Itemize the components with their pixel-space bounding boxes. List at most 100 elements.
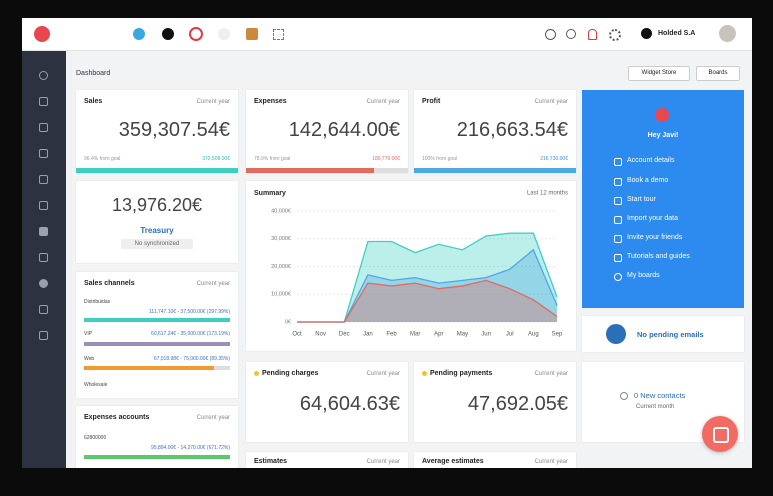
settings-icon[interactable]: [609, 29, 621, 41]
x-tick-label: Sep: [552, 332, 563, 338]
sidebar: [22, 51, 66, 468]
x-tick-label: Aug: [528, 332, 539, 338]
goal-bar: [76, 168, 238, 173]
widget-store-button[interactable]: Widget Store: [628, 66, 690, 81]
card-period: Current year: [196, 99, 230, 105]
card-title: Average estimates: [422, 458, 484, 465]
welcome-panel: Hey Javi! Account details Book a demo St…: [582, 90, 744, 308]
card-period: Current year: [534, 99, 568, 105]
emails-label[interactable]: No pending emails: [637, 330, 704, 339]
expenses-accounts-card: Expenses accounts Current year 62800000 …: [76, 406, 238, 468]
channel-name: Web: [84, 356, 95, 362]
x-tick-label: Feb: [386, 332, 397, 338]
notifications-icon[interactable]: [588, 29, 597, 40]
card-period: Current year: [366, 459, 400, 465]
treasury-amount: 13,976.20€: [111, 195, 203, 215]
breadcrumb[interactable]: Dashboard: [76, 70, 111, 77]
welcome-link[interactable]: Tutorials and guides: [627, 253, 690, 260]
item-icon: [614, 235, 622, 243]
boards-button[interactable]: Boards: [696, 66, 740, 81]
welcome-link[interactable]: Account details: [627, 157, 675, 164]
area-fill: [297, 233, 557, 322]
app-icon[interactable]: [133, 28, 145, 40]
treasury-card: 13,976.20€ Treasury No synchronized: [76, 181, 238, 263]
x-tick-label: Nov: [315, 332, 326, 338]
x-tick-label: Jun: [481, 332, 491, 338]
x-tick-label: Dec: [339, 332, 350, 338]
nav-icon[interactable]: [39, 71, 48, 80]
nav-icon[interactable]: [39, 97, 48, 106]
nav-icon[interactable]: [39, 123, 48, 132]
welcome-link[interactable]: Book a demo: [627, 177, 669, 184]
card-title: Pending charges: [262, 370, 319, 377]
pending-charges-card: Pending charges Current year 64,604.63€: [246, 362, 408, 442]
x-tick-label: Apr: [434, 332, 443, 338]
contacts-label[interactable]: 0 New contacts: [634, 391, 686, 400]
contacts-icon: [620, 392, 628, 400]
sync-status: No synchronized: [121, 239, 193, 249]
chart-subtitle: Last 12 months: [527, 191, 568, 197]
nav-icon[interactable]: [39, 305, 48, 314]
account-detail: 95,894.00€ - 14,270.00€ (671.72%): [151, 445, 230, 451]
logo[interactable]: [34, 26, 50, 42]
nav-icon[interactable]: [39, 149, 48, 158]
chat-button[interactable]: [702, 416, 738, 452]
app-icon[interactable]: [218, 28, 230, 40]
card-title: Expenses accounts: [84, 414, 150, 421]
chart-title: Summary: [254, 190, 286, 197]
company-name[interactable]: Holded S.A: [658, 30, 696, 37]
card-period: Current year: [196, 415, 230, 421]
card-title: Pending payments: [430, 370, 493, 377]
card-title: Sales: [84, 98, 103, 105]
nav-icon[interactable]: [39, 279, 48, 288]
channel-bar: [84, 342, 230, 346]
welcome-link[interactable]: My boards: [627, 272, 660, 279]
screen: Holded S.A Dashboard Widget Store Boards…: [22, 18, 752, 468]
apps-grid[interactable]: [273, 29, 284, 40]
card-amount: 142,644.00€: [288, 119, 400, 141]
nav-icon[interactable]: [39, 201, 48, 210]
channel-name: Distribuidas: [84, 299, 111, 305]
card-title: Expenses: [254, 98, 287, 105]
account-number: 62800000: [84, 435, 107, 441]
nav-icon[interactable]: [39, 253, 48, 262]
channel-name: VIP: [84, 331, 93, 337]
goal-bar: [414, 168, 576, 173]
search-icon[interactable]: [566, 29, 576, 39]
goal-amount: 372,508.00€: [202, 156, 230, 162]
x-tick-label: Oct: [292, 332, 302, 338]
goal-amount: 216,730.00€: [540, 156, 568, 162]
x-tick-label: Jan: [363, 332, 373, 338]
app-icon[interactable]: [189, 27, 203, 41]
card-period: Current year: [534, 459, 568, 465]
email-icon: [606, 324, 626, 344]
y-tick-label: 20,000€: [271, 264, 291, 270]
y-tick-label: 10,000€: [271, 292, 291, 298]
company-logo: [641, 28, 652, 39]
nav-icon[interactable]: [39, 175, 48, 184]
avatar[interactable]: [719, 25, 736, 42]
status-dot: [254, 371, 259, 376]
app-icon[interactable]: [246, 28, 258, 40]
y-tick-label: 40,000€: [271, 208, 291, 214]
estimates-card: Estimates Current year: [246, 452, 408, 468]
app-icon[interactable]: [162, 28, 174, 40]
pending-payments-card: Pending payments Current year 47,692.05€: [414, 362, 576, 442]
welcome-link[interactable]: Start tour: [627, 196, 656, 203]
card-amount: 47,692.05€: [467, 393, 568, 415]
account-bar: [84, 455, 230, 459]
chat-icon: [713, 427, 729, 443]
nav-icon[interactable]: [39, 331, 48, 340]
help-icon[interactable]: [545, 29, 556, 40]
emails-card: No pending emails: [582, 316, 744, 352]
goal-bar: [246, 168, 374, 173]
welcome-link[interactable]: Invite your friends: [627, 234, 683, 241]
goal-amount: 180,770.00€: [372, 156, 400, 162]
welcome-link[interactable]: Import your data: [627, 215, 678, 222]
card-amount: 216,663.54€: [456, 119, 568, 141]
nav-icon[interactable]: [39, 227, 48, 236]
channel-bar: [84, 366, 214, 370]
item-icon: [614, 254, 622, 262]
item-icon: [614, 178, 622, 186]
treasury-label[interactable]: Treasury: [140, 226, 174, 235]
